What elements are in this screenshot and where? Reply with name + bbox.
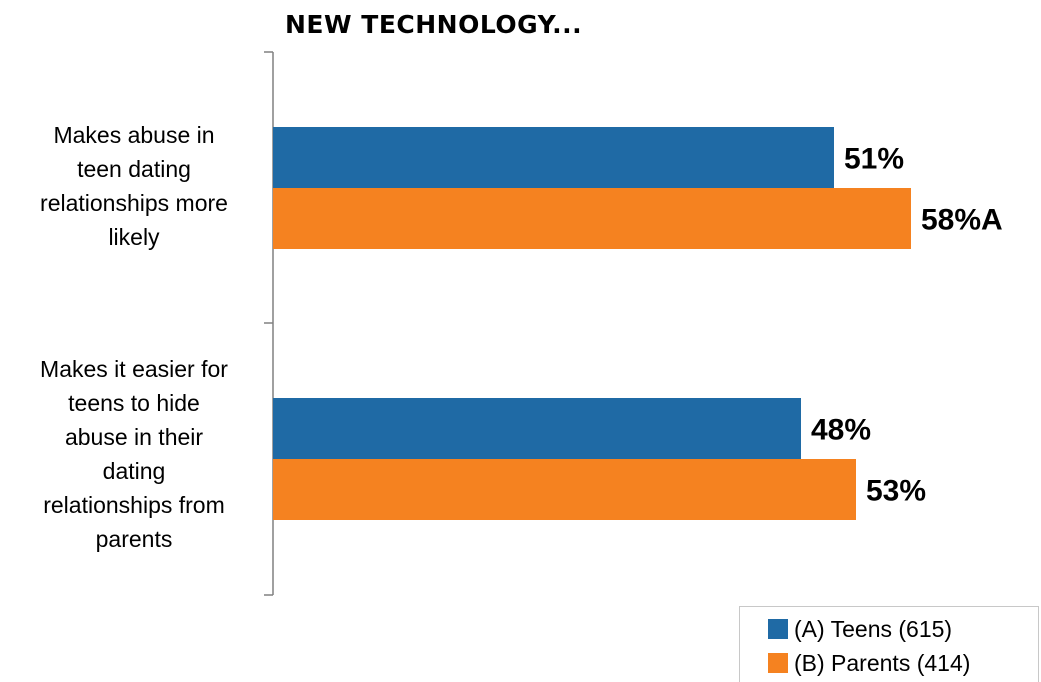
data-label-teens-1: 48% xyxy=(811,414,871,447)
bar-teens-0 xyxy=(273,127,834,188)
category-label-0: Makes abuse in teen dating relationships… xyxy=(4,118,264,254)
category-label-line: Makes abuse in xyxy=(53,122,215,148)
category-label-line: parents xyxy=(95,526,173,552)
legend-label-parents: (B) Parents (414) xyxy=(794,649,971,676)
legend-label-teens: (A) Teens (615) xyxy=(794,615,953,642)
category-label-line: teens to hide xyxy=(68,390,200,416)
category-label-line: abuse in their xyxy=(64,424,204,450)
bar-teens-1 xyxy=(273,398,801,459)
bar-parents-1 xyxy=(273,459,856,520)
chart-title: NEW TECHNOLOGY... xyxy=(285,10,583,39)
legend-item-teens: (A) Teens (615) xyxy=(768,614,952,644)
category-label-line: teen dating xyxy=(77,156,191,182)
bar-parents-0 xyxy=(273,188,911,249)
data-label-parents-0: 58%A xyxy=(921,204,1003,237)
legend: (A) Teens (615) (B) Parents (414) xyxy=(739,606,1039,682)
category-label-1: Makes it easier for teens to hide abuse … xyxy=(4,352,264,556)
data-label-parents-1: 53% xyxy=(866,475,926,508)
legend-swatch-parents xyxy=(768,653,788,673)
category-label-line: relationships more xyxy=(40,190,228,216)
data-label-teens-0: 51% xyxy=(844,143,904,176)
legend-swatch-teens xyxy=(768,619,788,639)
category-label-line: likely xyxy=(108,224,160,250)
category-label-line: relationships from xyxy=(43,492,225,518)
legend-item-parents: (B) Parents (414) xyxy=(768,648,970,678)
category-label-line: dating xyxy=(102,458,166,484)
category-label-line: Makes it easier for xyxy=(40,356,228,382)
